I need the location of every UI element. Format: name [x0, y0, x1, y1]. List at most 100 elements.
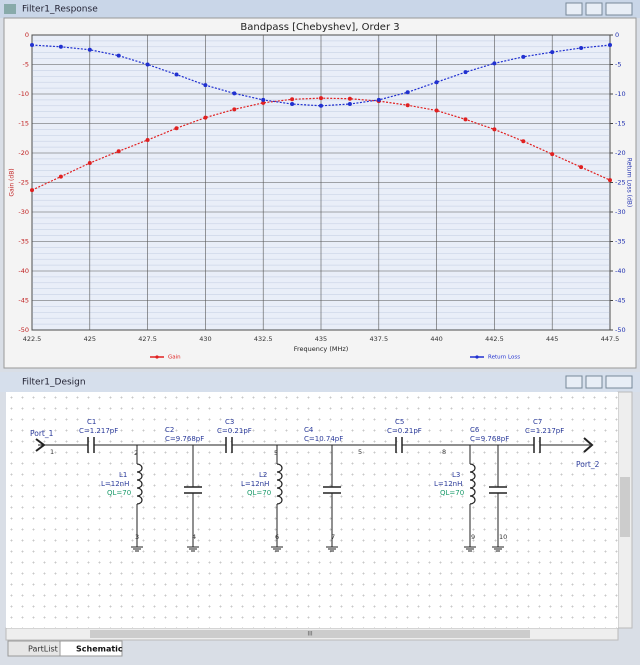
point: [30, 188, 34, 193]
y2-tick-label: -5: [615, 61, 621, 69]
point: [116, 149, 121, 154]
legend-marker: [475, 355, 479, 359]
x-tick-label: 435: [315, 335, 327, 343]
point: [232, 91, 237, 96]
point: [203, 115, 208, 120]
x-tick-label: 447.5: [601, 335, 620, 343]
port-label: Port_1: [30, 429, 54, 438]
minimize-button[interactable]: [565, 2, 583, 16]
tab-label[interactable]: PartList: [28, 645, 58, 654]
y2-tick-label: -40: [615, 267, 626, 275]
point: [319, 103, 323, 108]
point: [87, 161, 92, 166]
point: [347, 96, 352, 101]
y2-tick-label: -35: [615, 238, 626, 246]
chart-title: Bandpass [Chebyshev], Order 3: [240, 22, 399, 33]
point: [376, 97, 381, 102]
node-number: 3: [135, 533, 139, 541]
component-name: L2: [259, 471, 267, 479]
component-name: C1: [87, 418, 96, 426]
node-number: 10: [499, 533, 507, 541]
component-q: QL=70: [107, 489, 131, 497]
component-name: C2: [165, 426, 174, 434]
y-tick-label: 0: [25, 31, 29, 39]
title-bar: [0, 372, 640, 392]
component-value: C=0.21pF: [387, 427, 422, 435]
point: [261, 100, 266, 105]
component-name: L3: [452, 471, 460, 479]
x-tick-label: 432.5: [254, 335, 273, 343]
inductor-coil: [276, 463, 283, 505]
component-value: C=10.74pF: [304, 435, 343, 443]
close-button[interactable]: [605, 375, 633, 389]
point: [174, 72, 179, 77]
y2-tick-label: -15: [615, 120, 626, 128]
design-window: Filter1_Design III PartList Schematic: [0, 372, 640, 657]
node-number: 2: [134, 449, 138, 457]
point: [58, 174, 63, 179]
y2-axis-label: Return Loss (dB): [626, 158, 633, 208]
scroll-thumb[interactable]: [620, 477, 630, 537]
response-window: Filter1_Response Bandpass [Chebyshev], O…: [0, 0, 640, 369]
point: [463, 117, 468, 122]
node-number: 4: [192, 533, 196, 541]
point: [550, 50, 555, 55]
tab-label[interactable]: Schematic: [76, 645, 123, 654]
inductor-coil: [469, 463, 476, 505]
restore-button[interactable]: [585, 375, 603, 389]
window-icon: [4, 4, 16, 14]
window-title: Filter1_Response: [22, 5, 98, 15]
node-number: 7: [331, 533, 335, 541]
point: [290, 97, 295, 102]
legend-marker: [155, 355, 159, 359]
point: [30, 43, 34, 48]
point: [608, 43, 612, 48]
tab[interactable]: [59, 640, 123, 657]
node-number: 8: [442, 448, 446, 456]
point: [87, 47, 92, 52]
node-number: 5: [358, 448, 362, 456]
close-button[interactable]: [605, 2, 633, 16]
x-tick-label: 422.5: [23, 335, 42, 343]
point: [319, 96, 323, 101]
point: [405, 103, 410, 108]
x-tick-label: 442.5: [485, 335, 504, 343]
node-number: 6: [275, 533, 279, 541]
port-label: Port_2: [576, 460, 600, 469]
point: [347, 102, 352, 107]
y-tick-label: -45: [18, 297, 29, 305]
y-tick-label: -40: [18, 267, 29, 275]
restore-button[interactable]: [585, 2, 603, 16]
point: [579, 45, 584, 50]
y2-tick-label: -25: [615, 179, 626, 187]
point: [434, 108, 439, 113]
point: [145, 62, 150, 67]
node-number: 9: [471, 533, 475, 541]
component-value: C=1.217pF: [525, 427, 564, 435]
legend-label: Gain: [168, 355, 181, 361]
y2-tick-label: -45: [615, 297, 626, 305]
x-tick-label: 425: [84, 335, 96, 343]
port-arrow: [583, 437, 594, 453]
legend-label: Return Loss: [488, 355, 520, 361]
component-name: C6: [470, 426, 480, 434]
component-value: L=12nH: [101, 480, 129, 488]
y-tick-label: -50: [18, 326, 29, 334]
x-tick-label: 440: [430, 335, 442, 343]
x-tick-label: 427.5: [138, 335, 157, 343]
point: [174, 126, 179, 131]
scroll-thumb[interactable]: [90, 630, 530, 638]
component-q: QL=70: [440, 489, 464, 497]
y-axis-label: Gain (dB): [9, 168, 16, 196]
y2-tick-label: 0: [615, 31, 619, 39]
x-tick-label: 430: [199, 335, 211, 343]
y-tick-label: -5: [23, 61, 29, 69]
point: [492, 127, 497, 132]
minimize-button[interactable]: [565, 375, 583, 389]
node-number: 1: [50, 448, 54, 456]
y-tick-label: -30: [18, 208, 29, 216]
point: [463, 70, 468, 75]
component-value: C=0.21pF: [217, 427, 252, 435]
window-title: Filter1_Design: [22, 378, 86, 388]
